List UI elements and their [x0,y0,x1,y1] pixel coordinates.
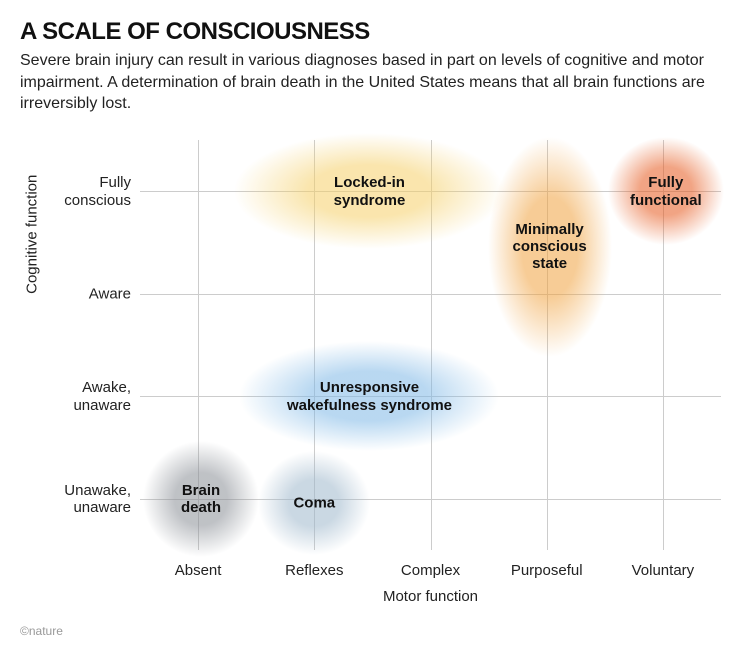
state-label-locked-in: Locked-in syndrome [334,174,406,209]
state-label-minimally-conscious: Minimally conscious state [513,221,587,273]
y-tick-label: Awake, unaware [73,379,131,414]
state-label-brain-death: Brain death [181,482,221,517]
y-axis-label: Cognitive function [24,175,41,294]
y-tick-label: Aware [89,285,131,302]
x-tick-label: Purposeful [511,562,583,579]
credit-text: ©nature [20,624,63,638]
x-axis-label: Motor function [140,588,721,605]
state-label-unresponsive-wakefulness: Unresponsive wakefulness syndrome [287,379,452,414]
chart-title: A SCALE OF CONSCIOUSNESS [20,18,731,46]
state-label-coma: Coma [293,494,335,511]
y-tick-label: Unawake, unaware [64,482,131,517]
y-tick-label: Fully conscious [64,174,131,209]
x-tick-label: Voluntary [632,562,695,579]
chart-area: Cognitive function Motor function Unawak… [20,120,731,610]
chart-subtitle: Severe brain injury can result in variou… [20,50,731,115]
x-tick-label: Reflexes [285,562,343,579]
x-tick-label: Absent [175,562,222,579]
state-label-fully-functional: Fully functional [630,174,702,209]
x-tick-label: Complex [401,562,460,579]
